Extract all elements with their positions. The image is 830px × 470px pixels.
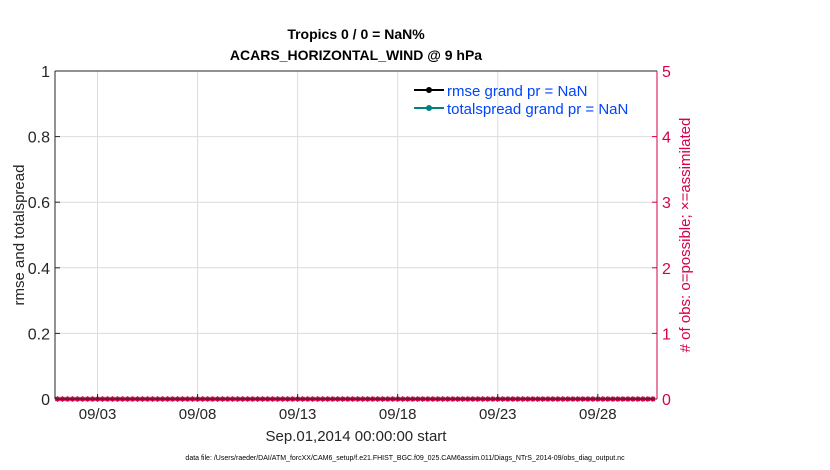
x-tick-label: 09/18 <box>379 406 417 423</box>
right-y-axis-label: # of obs: o=possible; ×=assimilated <box>677 118 694 353</box>
left-y-axis-label: rmse and totalspread <box>11 165 28 306</box>
plot-area <box>55 71 657 399</box>
left-y-tick-label: 0.2 <box>28 326 50 343</box>
left-y-tick-label: 0 <box>41 392 50 409</box>
legend-marker-rmse <box>426 87 432 93</box>
chart-subtitle: ACARS_HORIZONTAL_WIND @ 9 hPa <box>230 47 482 63</box>
right-y-tick-label: 1 <box>662 326 671 343</box>
data-file-footer: data file: /Users/raeder/DAI/ATM_forcXX/… <box>185 455 625 462</box>
x-axis-label: Sep.01,2014 00:00:00 start <box>266 428 448 445</box>
legend-label-rmse: rmse grand pr = NaN <box>447 83 587 100</box>
right-y-tick-label: 4 <box>662 130 671 147</box>
right-y-tick-label: 3 <box>662 195 671 212</box>
left-y-tick-label: 1 <box>41 64 50 81</box>
legend-marker-totalspread <box>426 105 432 111</box>
right-y-tick-label: 5 <box>662 64 671 81</box>
x-tick-label: 09/23 <box>479 406 517 423</box>
right-y-tick-label: 2 <box>662 261 671 278</box>
right-y-tick-label: 0 <box>662 392 671 409</box>
chart-title: Tropics 0 / 0 = NaN% <box>287 26 425 42</box>
x-tick-label: 09/13 <box>279 406 317 423</box>
legend-label-totalspread: totalspread grand pr = NaN <box>447 101 628 118</box>
left-y-tick-label: 0.4 <box>28 261 50 278</box>
x-tick-label: 09/28 <box>579 406 617 423</box>
left-y-tick-label: 0.6 <box>28 195 50 212</box>
x-tick-label: 09/03 <box>79 406 117 423</box>
left-y-tick-label: 0.8 <box>28 130 50 147</box>
x-tick-label: 09/08 <box>179 406 217 423</box>
legend: rmse grand pr = NaN totalspread grand pr… <box>414 83 628 118</box>
